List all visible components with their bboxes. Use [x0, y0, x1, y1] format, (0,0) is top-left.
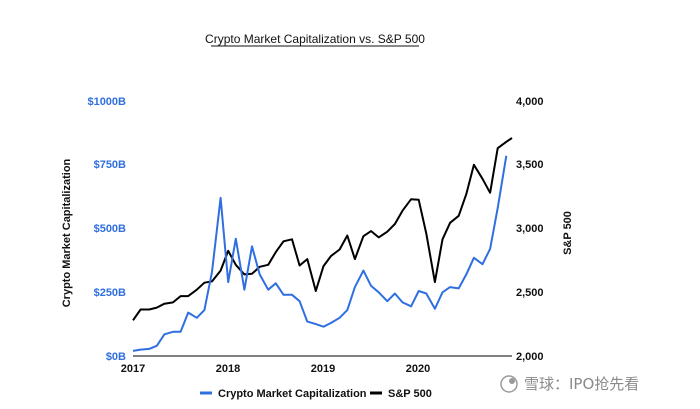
plot-area — [132, 137, 513, 357]
right-axis-ticks: 2,000 2,500 3,000 3,500 4,000 — [516, 96, 544, 363]
x-tick-label: 2017 — [121, 363, 145, 375]
crypto-market-cap-series-line — [132, 155, 508, 352]
left-tick-label: $250B — [94, 287, 126, 299]
sp500-series-line — [132, 137, 513, 321]
left-tick-label: $500B — [94, 223, 126, 235]
left-tick-label: $750B — [94, 159, 126, 171]
snowball-logo-icon — [500, 375, 518, 393]
right-tick-label: 3,000 — [516, 223, 544, 235]
x-axis-ticks: 2017 2018 2019 2020 — [121, 363, 430, 375]
right-tick-label: 4,000 — [516, 96, 544, 108]
watermark-text: 雪球：IPO抢先看 — [524, 375, 639, 393]
chart-title: Crypto Market Capitalization vs. S&P 500 — [205, 32, 425, 46]
left-tick-label: $0B — [106, 351, 126, 363]
left-axis-label: Crypto Market Capitalization — [61, 158, 73, 307]
legend-label-crypto: Crypto Market Capitalization — [218, 388, 367, 400]
snowball-logo-icon-dot — [509, 378, 515, 384]
legend-label-sp500: S&P 500 — [388, 388, 432, 400]
watermark: 雪球：IPO抢先看 — [500, 375, 639, 393]
x-tick-label: 2018 — [216, 363, 240, 375]
right-tick-label: 2,000 — [516, 351, 544, 363]
left-axis-ticks: $0B $250B $500B $750B $1000B — [87, 96, 126, 363]
x-tick-label: 2019 — [311, 363, 335, 375]
right-axis-label: S&P 500 — [562, 211, 574, 255]
chart-legend: Crypto Market Capitalization S&P 500 — [200, 388, 432, 400]
right-tick-label: 3,500 — [516, 159, 544, 171]
left-tick-label: $1000B — [87, 96, 126, 108]
right-tick-label: 2,500 — [516, 287, 544, 299]
x-tick-label: 2020 — [406, 363, 430, 375]
